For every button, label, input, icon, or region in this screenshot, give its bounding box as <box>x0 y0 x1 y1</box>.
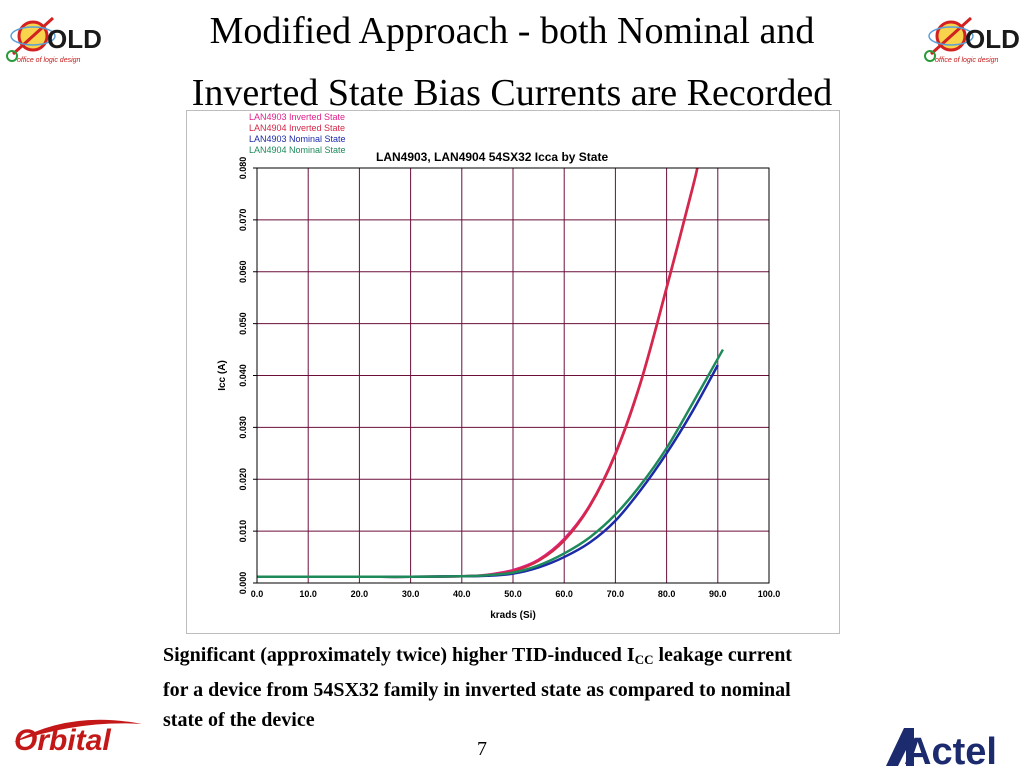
orbital-logo: Orbital <box>14 719 142 757</box>
plot-frame <box>256 167 770 584</box>
y-axis-label: Icc (A) <box>217 360 228 391</box>
title-line-2: Inverted State Bias Currents are Recorde… <box>191 72 833 114</box>
chart-title: LAN4903, LAN4904 54SX32 Icca by State <box>376 150 608 164</box>
caption-subscript: CC <box>634 652 654 667</box>
slide-caption: Significant (approximately twice) higher… <box>163 640 813 735</box>
title-line-1: Modified Approach - both Nominal and <box>209 10 815 52</box>
x-tick-label: 50.0 <box>504 589 522 599</box>
series-line <box>257 364 719 579</box>
y-tick-label: 0.070 <box>238 209 248 232</box>
x-tick-label: 100.0 <box>758 589 781 599</box>
actel-mark-icon <box>886 728 914 766</box>
series-line <box>257 167 699 579</box>
old-logo-text: OLD <box>47 24 101 54</box>
x-tick-label: 10.0 <box>299 589 317 599</box>
y-tick-label: 0.050 <box>238 312 248 335</box>
y-tick-label: 0.020 <box>238 468 248 491</box>
old-logo-right: OLD office of logic design <box>924 16 1019 64</box>
y-tick-label: 0.080 <box>238 157 248 180</box>
caption-text-2: leakage current for a device from 54SX32… <box>163 644 792 731</box>
x-tick-label: 90.0 <box>709 589 727 599</box>
y-tick-label: 0.030 <box>238 416 248 439</box>
orbital-logo-text: Orbital <box>14 724 111 757</box>
page-number: 7 <box>477 738 487 760</box>
chart-panel: 0.0 10.0 20.0 30.0 40.0 50.0 60.0 70.0 80.0 90.0 1… <box>186 110 840 634</box>
legend-entry: LAN4904 Inverted State <box>249 123 345 133</box>
old-logo-subtitle: office of logic design <box>17 57 81 64</box>
legend-entry: LAN4904 Nominal State <box>249 145 346 155</box>
caption-text-1: Significant (approximately twice) higher… <box>163 644 635 666</box>
y-tick-label: 0.010 <box>238 520 248 543</box>
old-logo-text: OLD <box>965 24 1019 54</box>
x-tick-label: 60.0 <box>555 589 573 599</box>
y-tick-label: 0.040 <box>238 364 248 387</box>
actel-logo-text: Actel <box>904 731 997 768</box>
old-logo-left: OLD office of logic design <box>6 16 101 64</box>
y-tick-label: 0.000 <box>238 572 248 595</box>
slide-title: Modified Approach - both Nominal and Inv… <box>100 0 924 124</box>
series-line <box>257 167 699 579</box>
actel-logo: Actel <box>886 728 997 768</box>
y-tick-label: 0.060 <box>238 260 248 283</box>
x-tick-label: 80.0 <box>658 589 676 599</box>
old-logo-subtitle: office of logic design <box>935 57 999 64</box>
orbital-swoosh-icon <box>14 719 142 742</box>
legend-entry: LAN4903 Inverted State <box>249 112 345 122</box>
series-line <box>257 348 725 579</box>
x-tick-label: 30.0 <box>402 589 420 599</box>
old-logo-mark-icon <box>924 16 974 62</box>
icc-chart: 0.0 10.0 20.0 30.0 40.0 50.0 60.0 70.0 80.0 90.0 1… <box>217 112 781 621</box>
x-tick-label: 20.0 <box>351 589 369 599</box>
x-tick-label: 70.0 <box>607 589 625 599</box>
old-logo-mark-icon <box>6 16 56 62</box>
x-tick-label: 0.0 <box>251 589 264 599</box>
x-tick-label: 40.0 <box>453 589 471 599</box>
x-axis-label: krads (Si) <box>490 610 536 621</box>
legend-entry: LAN4903 Nominal State <box>249 134 346 144</box>
